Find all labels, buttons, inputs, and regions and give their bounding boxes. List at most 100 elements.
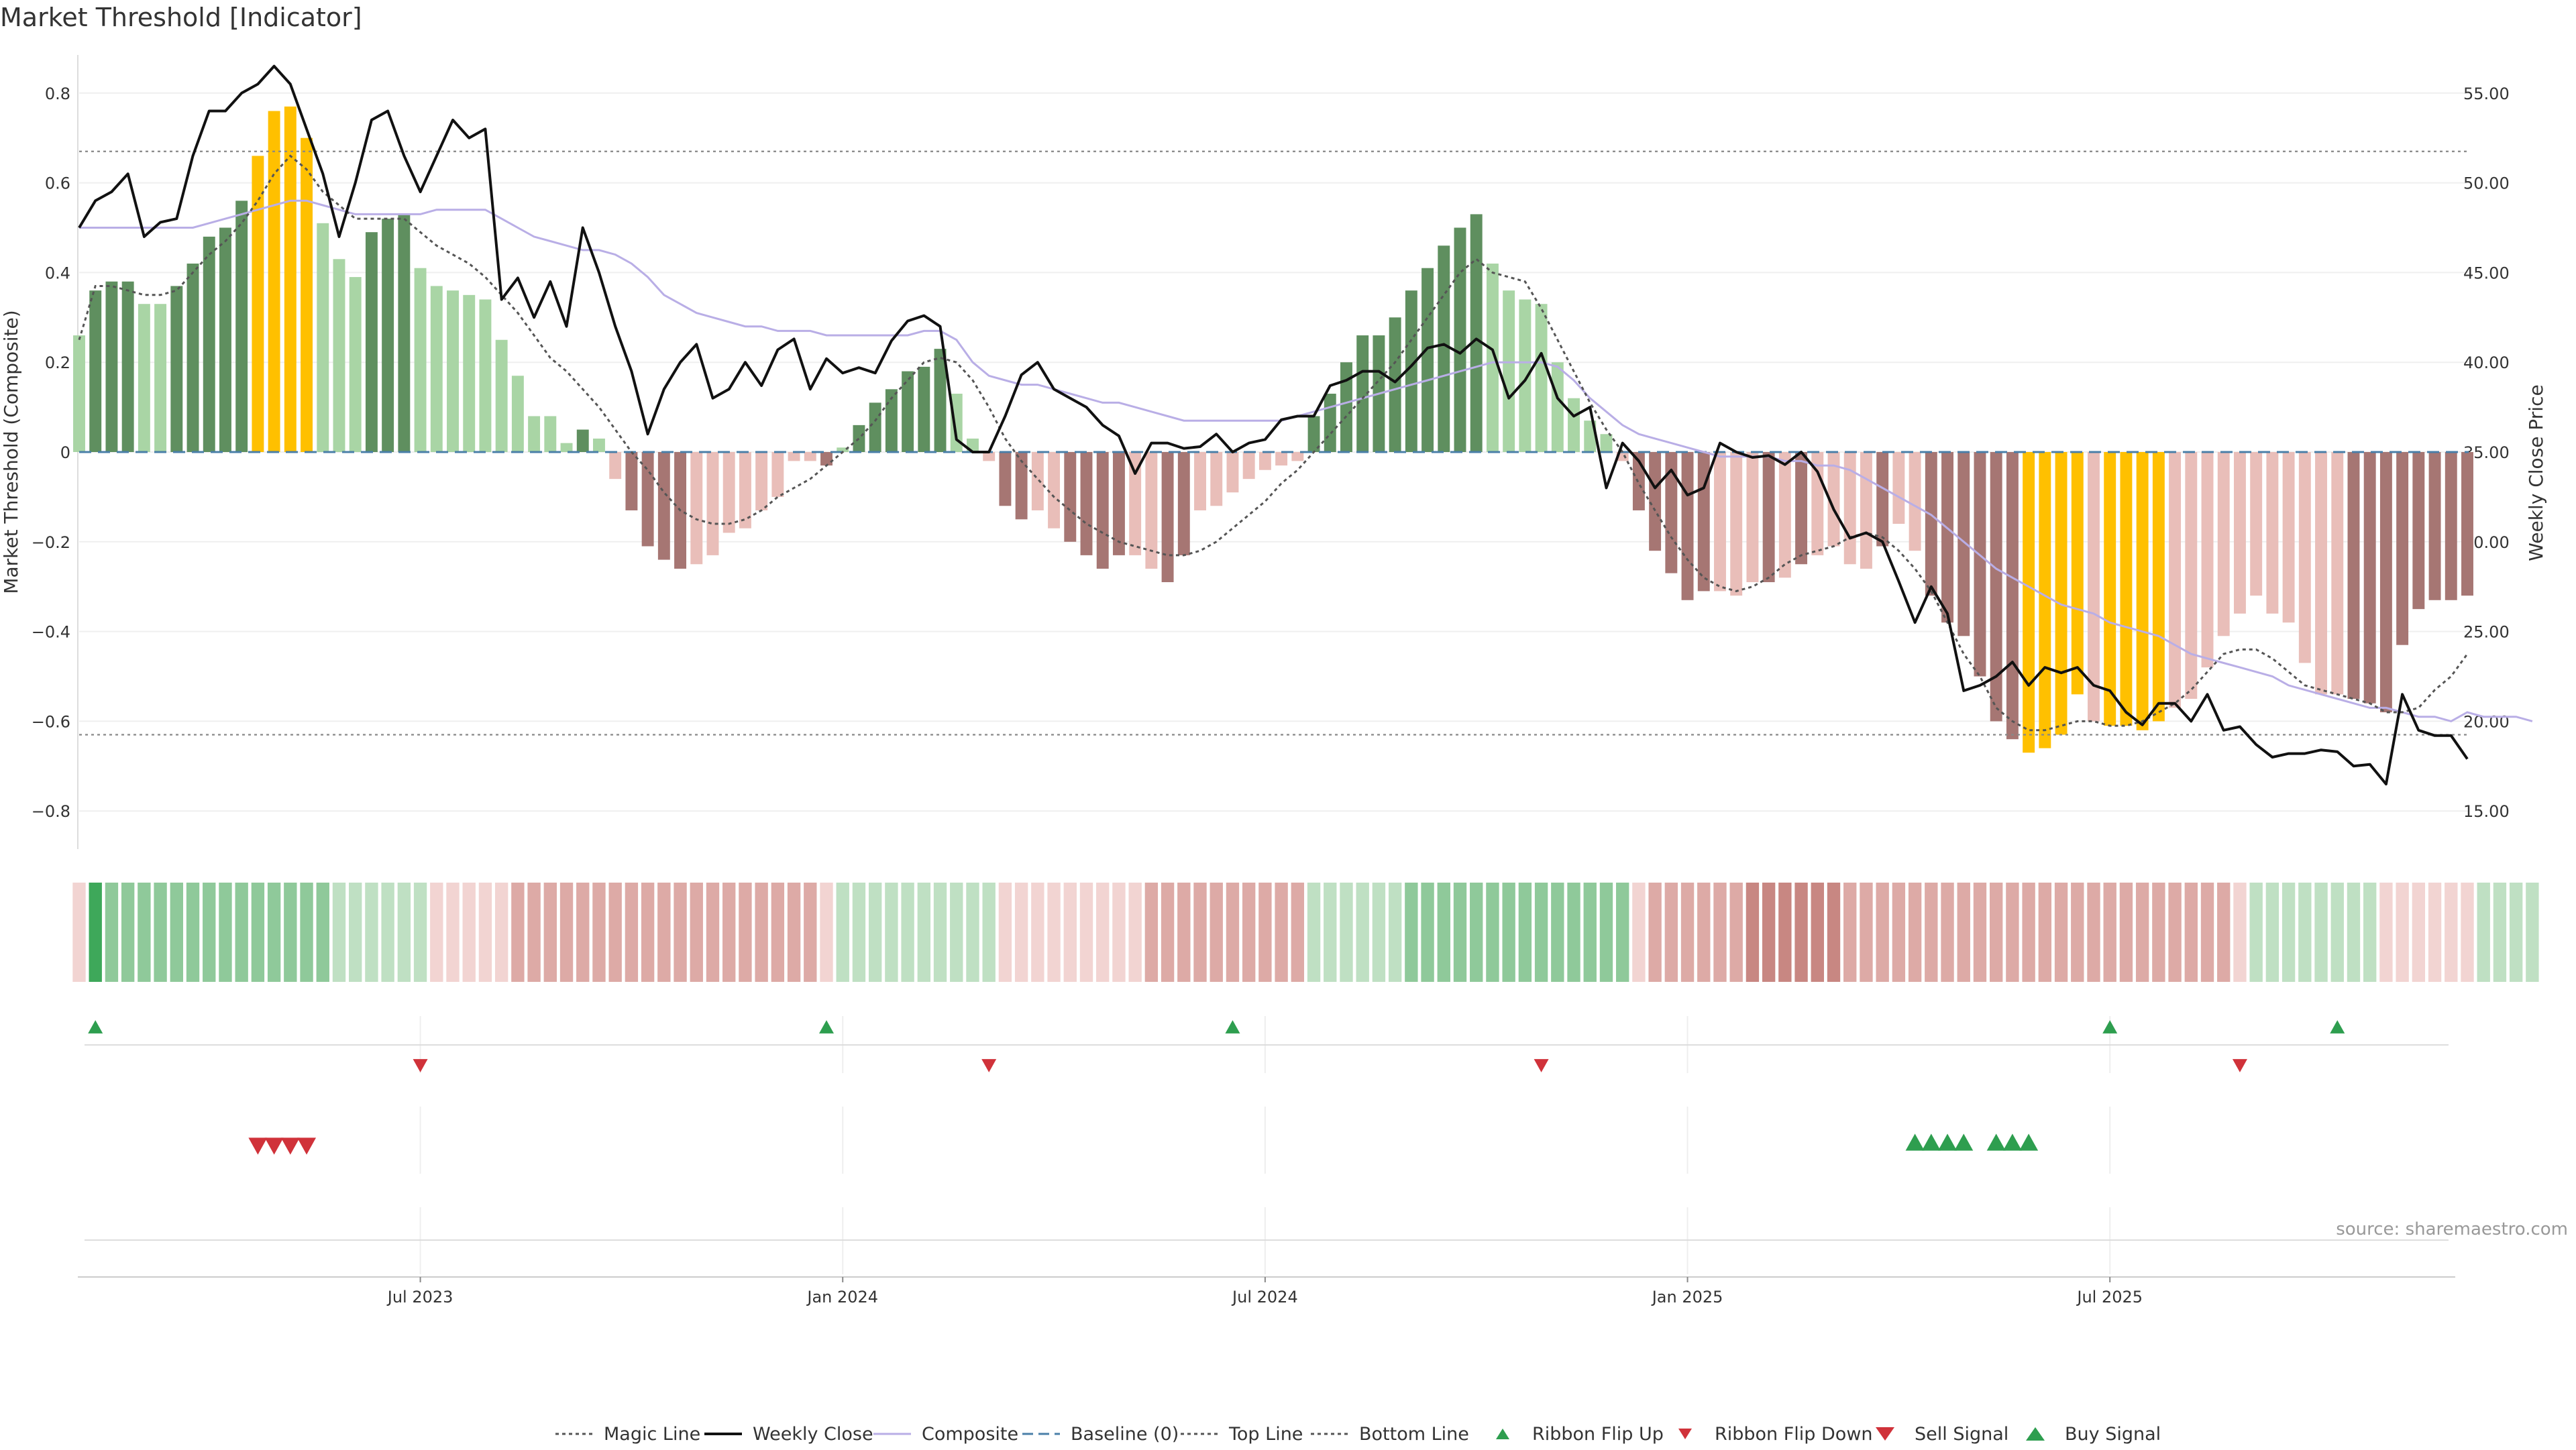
ribbon-cell bbox=[1778, 883, 1792, 982]
y-tick-label: −0.2 bbox=[32, 533, 70, 552]
ribbon-cell bbox=[2054, 883, 2068, 982]
composite-bar bbox=[1974, 452, 1986, 677]
composite-bar bbox=[447, 290, 459, 452]
ribbon-cell bbox=[1908, 883, 1922, 982]
legend-label: Sell Signal bbox=[1915, 1423, 2009, 1445]
composite-bar bbox=[1925, 452, 1937, 596]
legend-item: Sell Signal bbox=[1865, 1420, 2008, 1447]
legend-item: Magic Line bbox=[554, 1420, 700, 1447]
ribbon-cell bbox=[1128, 883, 1142, 982]
ribbon-cell bbox=[1811, 883, 1824, 982]
ribbon-cell bbox=[1794, 883, 1808, 982]
composite-bar bbox=[301, 137, 313, 452]
ribbon-cell bbox=[251, 883, 265, 982]
ribbon-cell bbox=[2347, 883, 2361, 982]
composite-bar bbox=[398, 214, 411, 452]
composite-bar bbox=[1129, 452, 1142, 555]
buy-signal-marker bbox=[1986, 1133, 2006, 1151]
composite-bar bbox=[739, 452, 751, 528]
ribbon-cell bbox=[2087, 883, 2100, 982]
ribbon-cell bbox=[2298, 883, 2312, 982]
composite-bar bbox=[528, 416, 541, 452]
ribbon-cell bbox=[1356, 883, 1369, 982]
ribbon-cell bbox=[527, 883, 541, 982]
composite-bar bbox=[934, 349, 947, 452]
ribbon-cell bbox=[186, 883, 200, 982]
y2-tick-label: 40.00 bbox=[2463, 353, 2510, 372]
ribbon-cell bbox=[2461, 883, 2474, 982]
sell-signal-marker bbox=[297, 1137, 317, 1155]
ribbon-cell bbox=[739, 883, 752, 982]
ribbon-cell bbox=[121, 883, 135, 982]
chart-title: Market Threshold [Indicator] bbox=[0, 3, 362, 32]
composite-bar bbox=[1990, 452, 2002, 722]
ribbon-cell bbox=[641, 883, 655, 982]
y-tick-label: −0.4 bbox=[32, 623, 70, 642]
ribbon-cell bbox=[1340, 883, 1353, 982]
ribbon-cell bbox=[2184, 883, 2198, 982]
composite-bar bbox=[869, 402, 881, 452]
composite-bar bbox=[1064, 452, 1077, 542]
ribbon-cell bbox=[2509, 883, 2523, 982]
ribbon-flip-up-marker bbox=[2102, 1020, 2118, 1034]
composite-bar bbox=[950, 394, 963, 452]
sell-signal-marker bbox=[248, 1137, 268, 1155]
composite-bar bbox=[2039, 452, 2051, 748]
composite-bar bbox=[382, 219, 394, 452]
composite-bar bbox=[1746, 452, 1759, 583]
ribbon-cell bbox=[657, 883, 671, 982]
ribbon-cell bbox=[1307, 883, 1321, 982]
ribbon-cell bbox=[1014, 883, 1028, 982]
ribbon-flip-down-marker bbox=[413, 1059, 428, 1072]
composite-bar bbox=[365, 232, 378, 452]
dotted-line-icon bbox=[555, 1433, 593, 1435]
composite-bar bbox=[252, 156, 264, 452]
composite-bar bbox=[2152, 452, 2165, 722]
composite-bar bbox=[1275, 452, 1288, 466]
composite-bar bbox=[593, 438, 605, 452]
legend-label: Bottom Line bbox=[1359, 1423, 1469, 1445]
ribbon-cell bbox=[1161, 883, 1175, 982]
legend-label: Weekly Close bbox=[753, 1423, 873, 1445]
composite-bar bbox=[1795, 452, 1808, 565]
ribbon-cell bbox=[2152, 883, 2165, 982]
ribbon-cell bbox=[2119, 883, 2133, 982]
composite-bar bbox=[1454, 227, 1466, 452]
composite-bar bbox=[853, 425, 865, 452]
ribbon-cell bbox=[2265, 883, 2279, 982]
ribbon-cell bbox=[72, 883, 86, 982]
composite-bar bbox=[317, 223, 329, 452]
composite-bar bbox=[1714, 452, 1726, 592]
y2-tick-label: 55.00 bbox=[2463, 85, 2510, 103]
ribbon-cell bbox=[381, 883, 394, 982]
composite-bar bbox=[2428, 452, 2441, 600]
ribbon-cell bbox=[2217, 883, 2231, 982]
x-tick-label: Jul 2023 bbox=[386, 1288, 453, 1306]
legend-item: Composite bbox=[872, 1420, 1018, 1447]
composite-bar bbox=[2298, 452, 2311, 663]
ribbon-cell bbox=[901, 883, 914, 982]
composite-bar bbox=[560, 443, 573, 452]
ribbon-flip-down-marker bbox=[1534, 1059, 1549, 1072]
composite-bar bbox=[1957, 452, 1970, 636]
composite-bar bbox=[1258, 452, 1271, 470]
ribbon-cell bbox=[365, 883, 378, 982]
composite-bar bbox=[2088, 452, 2100, 722]
ribbon-cell bbox=[706, 883, 720, 982]
ribbon-cell bbox=[2103, 883, 2116, 982]
lavender-line-icon bbox=[873, 1433, 911, 1435]
composite-bar bbox=[1421, 268, 1434, 452]
ribbon-cell bbox=[203, 883, 216, 982]
ribbon-cell bbox=[1453, 883, 1467, 982]
ribbon-cell bbox=[1615, 883, 1629, 982]
ribbon-cell bbox=[494, 883, 508, 982]
ribbon-cell bbox=[267, 883, 281, 982]
composite-bar bbox=[804, 452, 816, 461]
ribbon-cell bbox=[138, 883, 151, 982]
composite-bar bbox=[788, 452, 800, 461]
legend-item: Ribbon Flip Up bbox=[1483, 1420, 1664, 1447]
source-label: source: sharemaestro.com bbox=[2336, 1219, 2568, 1239]
composite-bar bbox=[1941, 452, 1953, 623]
x-tick-label: Jan 2025 bbox=[1651, 1288, 1723, 1306]
